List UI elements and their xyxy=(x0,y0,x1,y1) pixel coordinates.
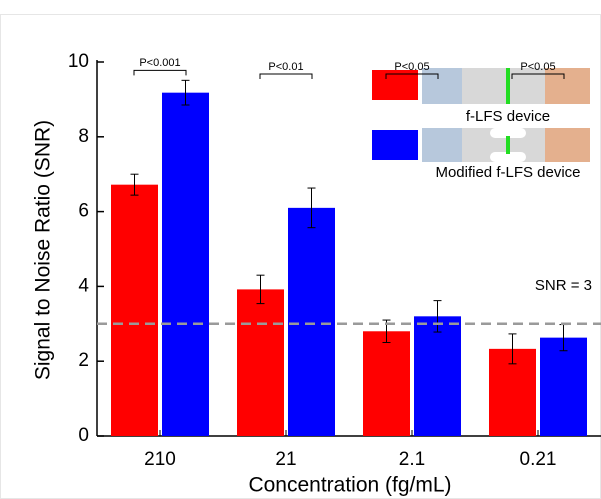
y-tick-label: 0 xyxy=(78,425,89,446)
significance-bracket xyxy=(259,73,313,79)
device-image xyxy=(422,68,590,130)
p-value: P<0.05 xyxy=(394,61,429,73)
p-value: P<0.001 xyxy=(139,57,180,69)
device-image xyxy=(422,128,590,186)
legend-swatch xyxy=(372,70,418,100)
x-tick-label: 210 xyxy=(144,449,176,470)
legend-label: f-LFS device xyxy=(466,108,550,125)
y-tick-label: 2 xyxy=(78,350,89,371)
error-bar xyxy=(508,333,517,365)
error-bar xyxy=(307,187,316,229)
p-value: P<0.05 xyxy=(520,61,555,73)
bar xyxy=(237,289,284,436)
bar xyxy=(111,184,158,436)
x-tick-label: 2.1 xyxy=(399,449,425,470)
x-tick-label: 0.21 xyxy=(520,449,557,470)
legend-label: Modified f-LFS device xyxy=(435,164,580,181)
significance-bracket xyxy=(385,73,439,79)
x-tick-label: 21 xyxy=(275,449,296,470)
p-value: P<0.01 xyxy=(268,61,303,73)
error-bar xyxy=(181,79,190,106)
y-tick-label: 6 xyxy=(78,201,89,222)
y-tick-label: 4 xyxy=(78,275,89,296)
y-axis-label: Signal to Noise Ratio (SNR) xyxy=(32,120,55,380)
legend-swatch xyxy=(372,130,418,160)
bar xyxy=(540,337,587,436)
bar xyxy=(363,331,410,436)
legend: f-LFS device Modified f-LFS device xyxy=(372,68,590,186)
significance-bracket xyxy=(133,69,187,76)
y-tick-label: 10 xyxy=(68,51,89,72)
plot-area xyxy=(96,60,601,437)
error-bar xyxy=(433,300,442,333)
threshold-label: SNR = 3 xyxy=(535,277,592,294)
bar xyxy=(288,207,335,436)
significance-bracket xyxy=(511,73,565,79)
bar xyxy=(414,316,461,436)
y-tick-label: 8 xyxy=(78,126,89,147)
error-bar xyxy=(130,173,139,196)
x-axis-label: Concentration (fg/mL) xyxy=(248,474,451,497)
error-bar xyxy=(256,274,265,305)
bar xyxy=(162,92,209,436)
